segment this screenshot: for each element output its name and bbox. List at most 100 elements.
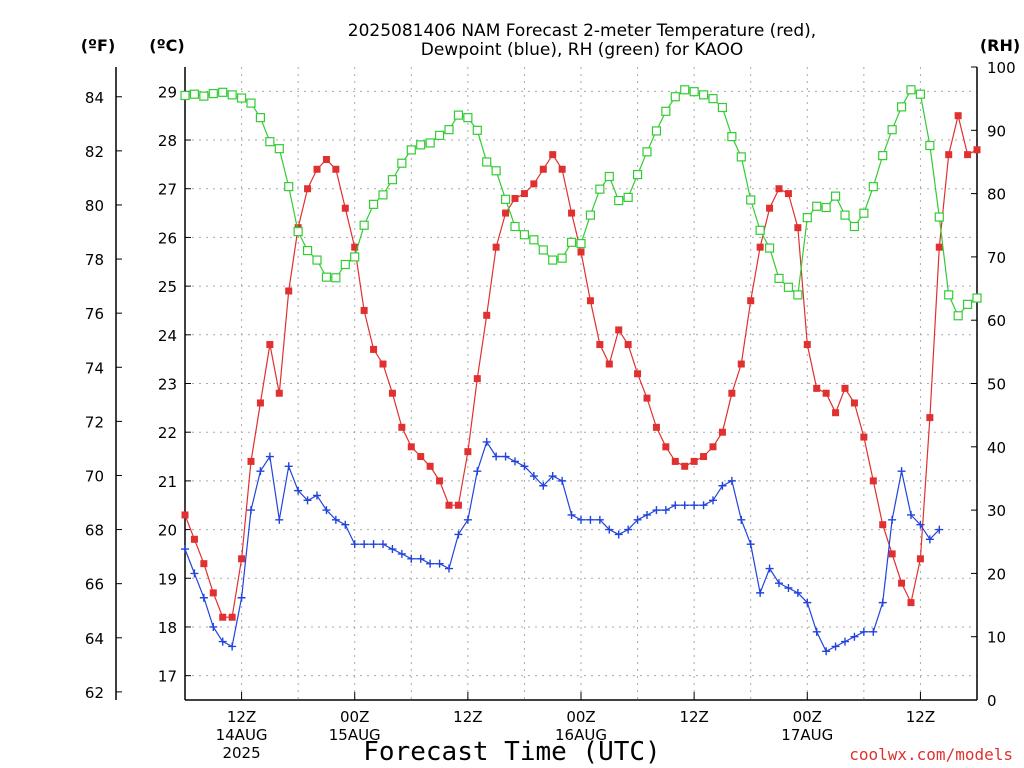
series-temperature [181,112,981,621]
rh-point [887,125,897,135]
dewpoint-point [577,515,585,524]
rh-point [255,113,266,123]
rh-point [453,110,464,120]
dewpoint-point [765,564,774,573]
temperature-point [850,399,858,407]
temperature-point [586,297,594,305]
rh-point [566,237,577,247]
dewpoint-point [501,452,510,461]
celsius-tick-label: 18 [158,619,177,637]
temperature-point [634,370,642,378]
rh-point [387,175,398,185]
dewpoint-point [209,622,218,631]
dewpoint-point [775,579,783,588]
dewpoint-point [869,627,878,636]
dewpoint-point [643,510,651,519]
dewpoint-point [784,584,793,593]
fahrenheit-tick-label: 68 [85,522,104,540]
temperature-point [652,423,660,431]
rh-point [284,182,294,192]
rh-point [708,94,718,104]
fahrenheit-tick-label: 82 [85,143,104,161]
rh-point [727,132,737,142]
temperature-point [351,243,359,251]
rh-point [331,273,341,283]
rh-point [463,113,473,123]
series-dewpoint [181,437,944,656]
celsius-tick-label: 24 [158,327,177,345]
temperature-point [794,224,802,232]
temperature-point [879,521,887,529]
fahrenheit-tick-label: 62 [85,684,104,702]
temperature-point [464,448,472,456]
rh-point [972,293,982,303]
temperature-point [568,209,576,217]
temperature-point [332,165,340,173]
rh-point [944,290,954,300]
rh-point [670,92,680,102]
x-tick-label: 15AUG [329,726,381,744]
dewpoint-point [407,554,416,563]
rh-point [859,208,869,218]
dewpoint-point [313,491,321,500]
dewpoint-point [322,506,331,515]
rh-point [482,157,492,167]
dewpoint-point [925,535,934,544]
temperature-point [370,345,378,353]
rh-point [849,221,860,232]
celsius-tick-label: 28 [158,132,177,150]
dewpoint-point [511,457,519,466]
dewpoint-point [218,637,227,646]
temperature-point [398,423,406,431]
temperature-point [549,151,557,159]
dewpoint-point [671,501,680,510]
x-tick-label: 00Z [340,708,369,726]
dewpoint-point [397,549,406,558]
dewpoint-point [360,540,369,549]
rh-point [680,85,690,95]
temperature-point [954,112,962,120]
temperature-point [718,428,726,436]
dewpoint-point [850,632,859,641]
dewpoint-point [831,642,840,651]
rh-point [717,102,728,113]
dewpoint-point [614,530,623,539]
rh-tick-label: 70 [987,249,1006,267]
rh-point [218,87,228,97]
dewpoint-point [699,501,708,510]
celsius-tick-label: 23 [158,376,177,394]
dewpoint-point [746,540,755,549]
fahrenheit-tick-label: 64 [85,630,104,648]
rh-point [793,290,803,300]
rh-point [472,125,482,135]
gridlines [185,67,977,700]
rh-tick-label: 10 [987,629,1006,647]
temperature-point [502,209,510,217]
tick-labels: 17 18 19 20 21 22 23 24 25 26 27 28 29 62 64 66 68 70 72 74… [85,59,1016,762]
dewpoint-point [727,476,736,485]
rh-tick-label: 30 [987,502,1006,520]
rh-tick-label: 100 [987,59,1016,77]
rh-point [934,212,944,222]
rh-point [180,90,190,101]
rh-point [350,252,360,262]
dewpoint-point [548,472,557,481]
temperature-point [426,462,434,470]
temperature-point [784,190,792,198]
rh-point [274,144,284,154]
dewpoint-point [690,501,699,510]
dewpoint-point [756,588,765,597]
fahrenheit-tick-label: 74 [85,359,104,377]
temperature-point [803,341,811,349]
temperature-point [322,156,330,164]
rh-point [746,195,756,205]
dewpoint-point [897,467,906,476]
rh-point [698,90,709,100]
dewpoint-point [473,467,482,476]
rh-point [774,273,784,284]
dewpoint-point [558,476,567,485]
temperature-point [822,389,830,397]
temperature-point [181,511,189,519]
rh-tick-label: 90 [987,122,1006,140]
temperature-point [483,311,491,319]
